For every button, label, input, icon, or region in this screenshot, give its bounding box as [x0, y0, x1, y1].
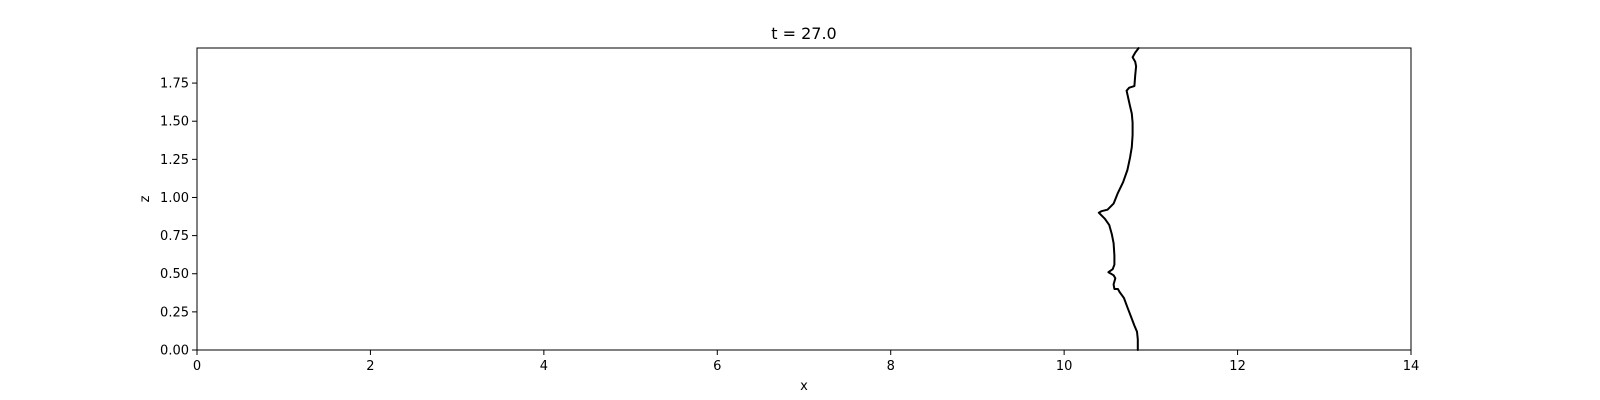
- y-tick-label: 1.00: [160, 191, 189, 206]
- y-tick-label: 0.00: [160, 344, 189, 359]
- y-tick-label: 1.25: [160, 153, 189, 168]
- y-tick-label: 0.75: [160, 229, 189, 244]
- x-axis-label: x: [800, 379, 808, 394]
- plot-frame: [196, 47, 1412, 351]
- x-tick-label: 2: [366, 359, 374, 374]
- x-tick-label: 12: [1229, 359, 1246, 374]
- y-axis: 0.00 0.25 0.50 0.75 1.00 1.25 1.50 1.75: [160, 77, 197, 359]
- x-tick-label: 10: [1056, 359, 1073, 374]
- y-tick-label: 0.50: [160, 267, 189, 282]
- series-line: [1097, 47, 1140, 351]
- chart-title: t = 27.0: [771, 24, 836, 43]
- x-tick-label: 6: [713, 359, 721, 374]
- x-tick-label: 14: [1403, 359, 1420, 374]
- y-tick-label: 1.75: [160, 77, 189, 92]
- x-axis: 0 2 4 6 8 10 12 14: [193, 350, 1419, 374]
- y-axis-label: z: [138, 195, 153, 202]
- y-tick-label: 0.25: [160, 305, 189, 320]
- plot-area: [1097, 47, 1140, 351]
- x-tick-label: 8: [887, 359, 895, 374]
- x-tick-label: 4: [540, 359, 548, 374]
- x-tick-label: 0: [193, 359, 201, 374]
- y-tick-label: 1.50: [160, 115, 189, 130]
